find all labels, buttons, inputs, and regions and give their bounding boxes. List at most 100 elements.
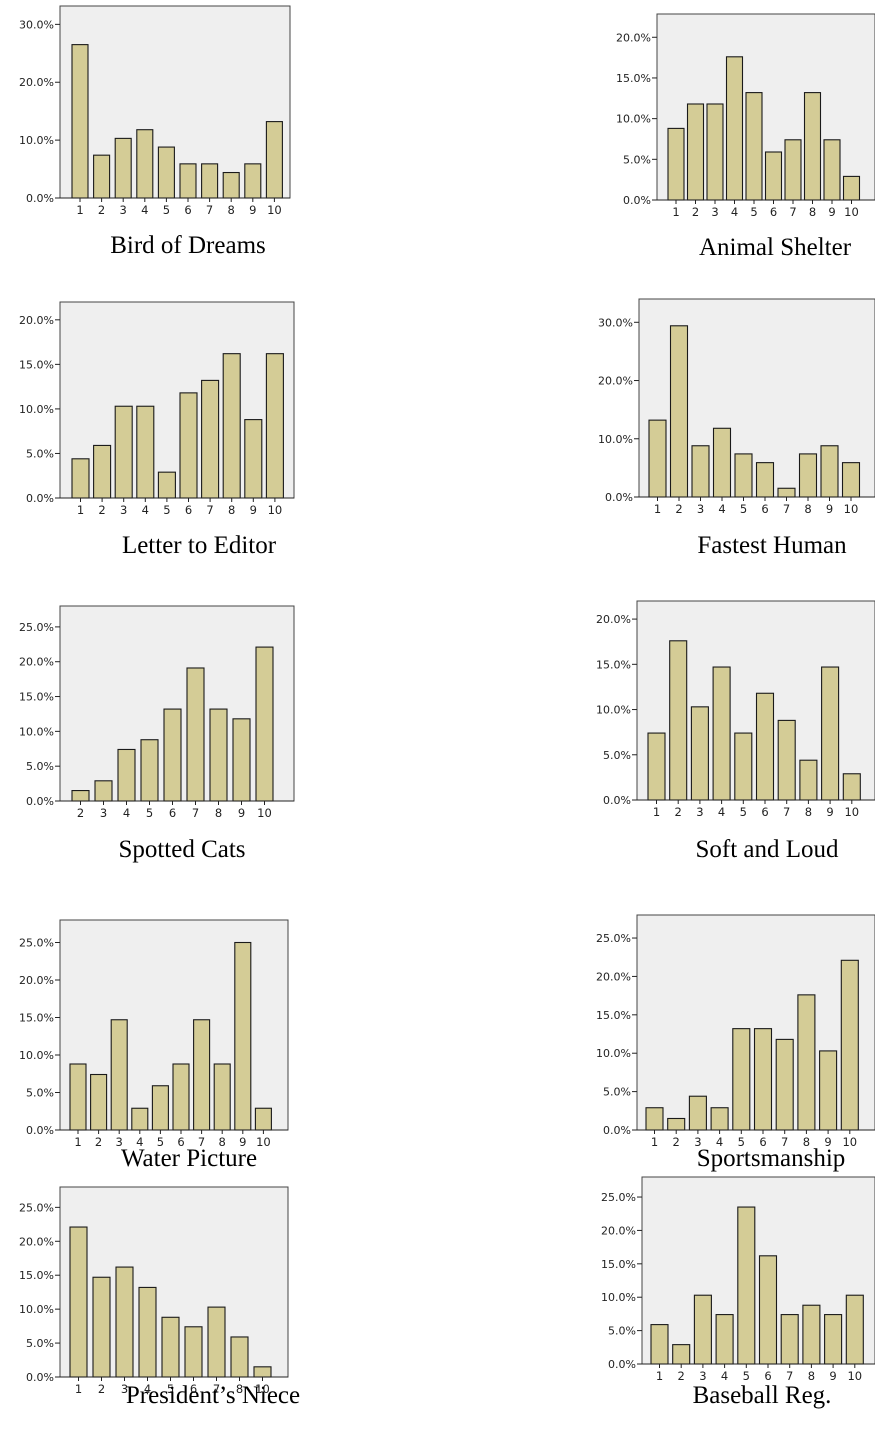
x-tick-label: 9: [828, 205, 835, 219]
y-tick-label: 10.0%: [601, 1291, 636, 1304]
bar: [131, 1107, 149, 1131]
chart-title: Spotted Cats: [118, 836, 245, 863]
x-tick-label: 1: [76, 203, 83, 217]
x-tick-label: 2: [98, 1382, 105, 1396]
x-tick-label: 9: [250, 503, 257, 517]
chart-panel: 0.0% 5.0% 10.0% 15.0% 20.0% 25.0% 1 2 3 4 5 6 7 8 9 10 B…: [601, 1176, 875, 1409]
y-tick-label: 10.0%: [598, 433, 633, 446]
bar: [222, 353, 241, 499]
bar: [647, 732, 666, 801]
y-tick-label: 20.0%: [19, 656, 54, 669]
x-tick-label: 7: [213, 1382, 220, 1396]
y-tick-label: 5.0%: [603, 1086, 631, 1099]
bar: [732, 1028, 751, 1131]
x-tick-label: 9: [826, 805, 833, 819]
y-tick-label: 0.0%: [603, 1124, 631, 1137]
chart-panel: 0.0% 5.0% 10.0% 15.0% 20.0% 25.0% 1 2 3 4 5 6 7 8 9 10S…: [596, 914, 875, 1172]
y-tick-label: 25.0%: [601, 1191, 636, 1204]
y-tick-label: 0.0%: [603, 794, 631, 807]
bar: [157, 146, 175, 199]
x-tick-label: 3: [694, 1135, 701, 1149]
y-tick-label: 20.0%: [596, 613, 631, 626]
x-tick-label: 7: [783, 805, 790, 819]
x-tick-label: 6: [184, 203, 191, 217]
y-tick-label: 20.0%: [19, 314, 54, 327]
y-tick-label: 20.0%: [19, 974, 54, 987]
bar: [715, 1314, 734, 1365]
x-tick-label: 9: [826, 502, 833, 516]
bar: [725, 56, 744, 201]
bar: [201, 379, 220, 499]
x-tick-label: 10: [268, 503, 283, 517]
y-tick-label: 10.0%: [596, 704, 631, 717]
x-tick-label: 1: [672, 205, 679, 219]
x-tick-label: 7: [783, 502, 790, 516]
bar: [690, 706, 709, 801]
x-tick-label: 3: [696, 805, 703, 819]
x-tick-label: 3: [100, 806, 107, 820]
bar: [775, 1038, 794, 1131]
bar: [207, 1306, 226, 1378]
bar: [712, 427, 732, 498]
bar: [669, 325, 689, 498]
y-tick-label: 25.0%: [19, 621, 54, 634]
bar: [842, 175, 861, 201]
bar: [179, 163, 197, 199]
bar: [184, 1326, 203, 1378]
bar: [784, 139, 802, 201]
x-tick-label: 5: [157, 1135, 164, 1149]
x-tick-label: 1: [654, 502, 661, 516]
bar: [140, 739, 159, 802]
chart-title: Water Picture: [121, 1145, 257, 1172]
x-tick-label: 3: [121, 1382, 128, 1396]
x-tick-label: 9: [824, 1135, 831, 1149]
bar: [691, 445, 710, 498]
bar: [213, 1063, 231, 1131]
bar: [161, 1316, 180, 1378]
bar: [797, 994, 816, 1131]
x-tick-label: 1: [75, 1382, 82, 1396]
x-tick-label: 4: [716, 1135, 723, 1149]
x-tick-label: 8: [803, 1135, 810, 1149]
bar: [693, 1294, 712, 1365]
x-tick-label: 8: [236, 1382, 243, 1396]
y-tick-label: 15.0%: [596, 658, 631, 671]
chart-panel: 0.0% 5.0% 10.0% 15.0% 20.0% 25.0% 1 2 3 4 5 6 7 8 10Pr…: [19, 1186, 300, 1409]
chart-title: Fastest Human: [697, 532, 847, 559]
bar: [799, 759, 818, 801]
x-tick-label: 3: [120, 503, 127, 517]
x-tick-label: 8: [805, 805, 812, 819]
bar: [69, 1226, 88, 1378]
x-tick-label: 4: [731, 205, 738, 219]
x-tick-label: 6: [764, 1369, 771, 1383]
x-tick-label: 10: [844, 805, 859, 819]
bar: [669, 640, 688, 801]
x-tick-label: 4: [718, 502, 725, 516]
bar: [69, 1063, 87, 1131]
bar: [232, 718, 251, 802]
x-tick-label: 10: [844, 205, 859, 219]
bar: [253, 1366, 272, 1378]
bar: [667, 127, 685, 201]
chart-title: Animal Shelter: [699, 234, 852, 261]
y-tick-label: 30.0%: [19, 18, 54, 31]
bar: [93, 154, 111, 199]
x-tick-label: 5: [146, 806, 153, 820]
y-tick-label: 10.0%: [19, 725, 54, 738]
x-tick-label: 7: [789, 205, 796, 219]
x-tick-label: 8: [215, 806, 222, 820]
x-tick-label: 10: [842, 1135, 857, 1149]
y-tick-label: 25.0%: [19, 1201, 54, 1214]
bar: [686, 103, 705, 201]
x-tick-label: 1: [77, 503, 84, 517]
y-tick-label: 5.0%: [26, 447, 54, 460]
bar: [737, 1206, 756, 1365]
x-tick-label: 10: [844, 502, 859, 516]
x-tick-label: 6: [759, 1135, 766, 1149]
y-tick-label: 15.0%: [19, 358, 54, 371]
x-tick-label: 1: [656, 1369, 663, 1383]
bar: [255, 646, 274, 802]
y-tick-label: 5.0%: [603, 749, 631, 762]
